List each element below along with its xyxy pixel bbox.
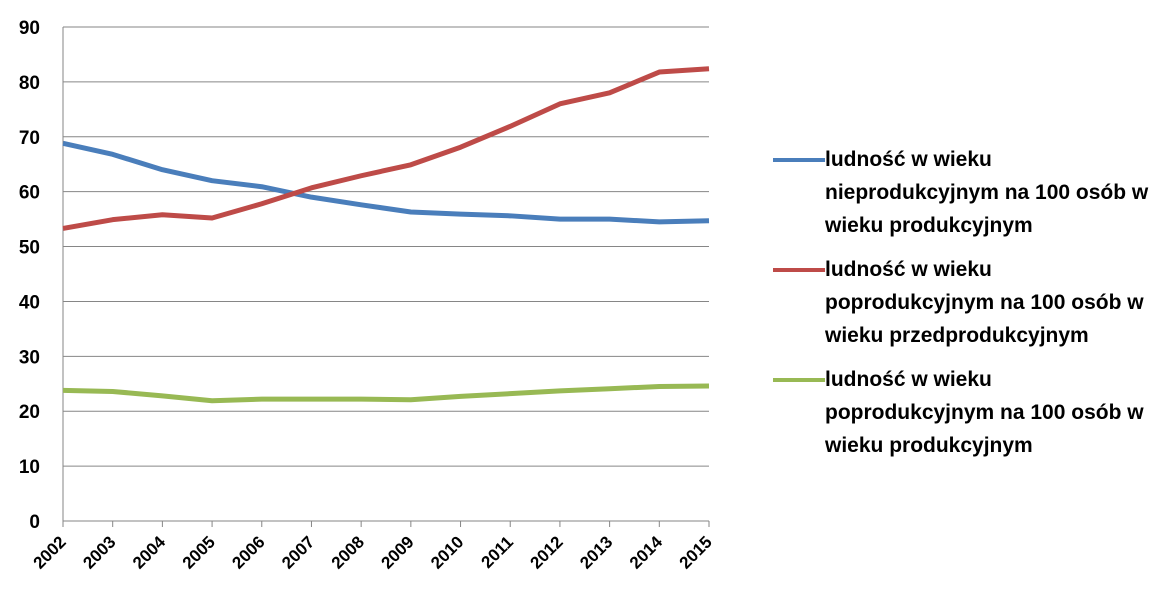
x-tick-label: 2014 bbox=[626, 532, 667, 573]
y-tick-label: 20 bbox=[19, 402, 40, 423]
series-line bbox=[62, 383, 710, 404]
x-tick-label: 2003 bbox=[79, 532, 119, 572]
legend-entry: ludność w wieku poprodukcyjnym na 100 os… bbox=[773, 363, 1153, 462]
x-tick-label: 2015 bbox=[676, 532, 716, 572]
y-tick-label: 10 bbox=[19, 457, 40, 478]
y-tick-label: 30 bbox=[19, 347, 40, 368]
x-tick-label: 2007 bbox=[278, 532, 318, 572]
x-tick-label: 2006 bbox=[228, 532, 268, 572]
y-tick-label: 70 bbox=[19, 128, 40, 149]
x-tick-label: 2009 bbox=[377, 532, 417, 572]
x-tick-label: 2008 bbox=[328, 532, 368, 572]
legend-swatch bbox=[773, 268, 825, 272]
y-tick-label: 90 bbox=[19, 18, 40, 39]
x-tick-label: 2011 bbox=[478, 532, 518, 572]
legend-entry: ludność w wieku poprodukcyjnym na 100 os… bbox=[773, 253, 1153, 352]
y-tick-label: 0 bbox=[29, 512, 40, 533]
legend-swatch bbox=[773, 378, 825, 382]
legend-swatch bbox=[773, 158, 825, 162]
x-tick-label: 2010 bbox=[427, 532, 467, 572]
y-tick-label: 60 bbox=[19, 183, 40, 204]
x-tick-label: 2012 bbox=[527, 532, 567, 572]
legend-label: ludność w wieku poprodukcyjnym na 100 os… bbox=[825, 258, 1144, 347]
x-tick-label: 2013 bbox=[576, 532, 616, 572]
legend-label: ludność w wieku poprodukcyjnym na 100 os… bbox=[825, 368, 1144, 457]
series-line bbox=[62, 140, 710, 225]
series-line bbox=[62, 66, 710, 231]
x-tick-label: 2005 bbox=[179, 532, 219, 572]
y-tick-label: 50 bbox=[19, 238, 40, 259]
x-tick-label: 2002 bbox=[30, 532, 70, 572]
x-tick-label: 2004 bbox=[129, 532, 170, 573]
y-tick-label: 40 bbox=[19, 292, 40, 313]
y-tick-label: 80 bbox=[19, 73, 40, 94]
legend: ludność w wieku nieprodukcyjnym na 100 o… bbox=[773, 143, 1153, 473]
legend-entry: ludność w wieku nieprodukcyjnym na 100 o… bbox=[773, 143, 1153, 242]
legend-label: ludność w wieku nieprodukcyjnym na 100 o… bbox=[825, 148, 1149, 237]
